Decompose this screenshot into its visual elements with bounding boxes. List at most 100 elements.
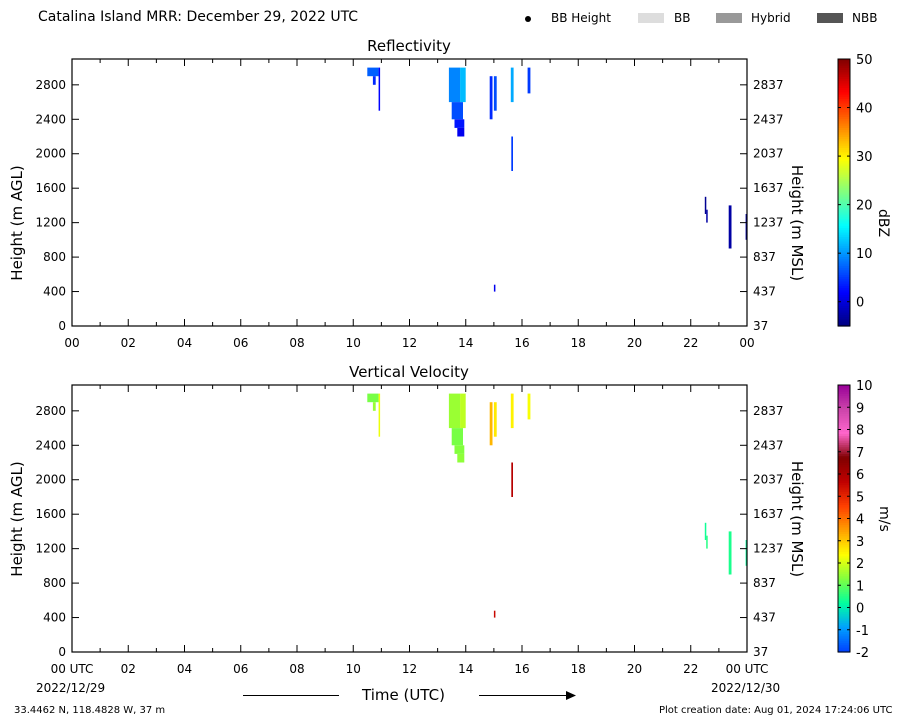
end-date: 2022/12/30 <box>711 681 781 695</box>
x-tick-label: 22 <box>683 662 698 676</box>
colorbar-segment <box>838 321 850 325</box>
colorbar-segment <box>838 179 850 182</box>
colorbar-segment <box>838 469 850 473</box>
colorbar-segment <box>838 105 850 109</box>
colorbar-segment <box>838 208 850 211</box>
vertical-velocity-chart: Vertical Velocity Height (m AGL) Height … <box>8 363 892 676</box>
colorbar-segment <box>838 494 850 497</box>
legend-label-bb-height: BB Height <box>551 11 611 25</box>
colorbar-segment <box>838 485 850 488</box>
colorbar-segment <box>838 607 850 611</box>
colorbar-segment <box>838 132 850 136</box>
y-tick-label: 2800 <box>35 404 66 418</box>
colorbar-tick-label: 7 <box>856 446 864 461</box>
colorbar-segment <box>838 134 850 138</box>
colorbar-segment <box>838 114 850 118</box>
colorbar-segment <box>838 482 850 486</box>
x-tick-label: 02 <box>121 662 136 676</box>
colorbar-segment <box>838 232 850 236</box>
location-text: 33.4462 N, 118.4828 W, 37 m <box>14 705 166 716</box>
x-tick-label: 04 <box>177 662 192 676</box>
colorbar-segment <box>838 478 850 482</box>
colorbar-segment <box>838 192 850 196</box>
colorbar-segment <box>838 223 850 227</box>
colorbar-segment <box>838 277 850 280</box>
colorbar-segment <box>838 65 850 69</box>
colorbar-segment <box>838 576 850 580</box>
colorbar-segment <box>838 640 850 644</box>
colorbar-segment <box>838 248 850 251</box>
colorbar-segment <box>838 312 850 316</box>
data-cell <box>372 76 376 85</box>
colorbar-segment <box>838 203 850 207</box>
colorbar-segment <box>838 507 850 511</box>
colorbar-segment <box>838 205 850 209</box>
y-tick-label-right: 2037 <box>753 147 784 161</box>
colorbar-segment <box>838 451 850 455</box>
colorbar-segment <box>838 294 850 298</box>
colorbar-segment <box>838 283 850 287</box>
y-tick-label-right: 2037 <box>753 473 784 487</box>
colorbar-segment <box>838 127 850 131</box>
x-tick-label: 18 <box>571 336 586 350</box>
colorbar-segment <box>838 436 850 440</box>
colorbar-segment <box>838 518 850 522</box>
y-tick-label-right: 37 <box>753 645 768 659</box>
colorbar-segment <box>838 385 850 388</box>
x-tick-label: 04 <box>177 336 192 350</box>
x-tick-label: 08 <box>289 336 304 350</box>
x-axis-label: Time (UTC) <box>362 686 445 704</box>
colorbar-segment <box>838 620 850 624</box>
colorbar-segment <box>838 634 850 638</box>
colorbar-segment <box>838 603 850 606</box>
colorbar-segment <box>838 447 850 451</box>
colorbar-segment <box>838 405 850 408</box>
colorbar-segment <box>838 214 850 218</box>
colorbar-tick-label: 1 <box>856 579 864 594</box>
colorbar-segment <box>838 391 850 395</box>
colorbar-tick-label: 30 <box>856 150 873 165</box>
colorbar-segment <box>838 285 850 289</box>
colorbar-segment <box>838 413 850 417</box>
colorbar-segment <box>838 243 850 247</box>
colorbar-segment <box>838 228 850 231</box>
legend-swatch-hybrid <box>716 13 742 23</box>
data-cell <box>511 462 513 497</box>
colorbar-segment <box>838 110 850 114</box>
colorbar-tick-label: 50 <box>856 53 873 68</box>
data-cell <box>457 453 465 463</box>
colorbar-segment <box>838 323 850 327</box>
y-tick-label-right: 2437 <box>753 438 784 452</box>
colorbar-segment <box>838 130 850 134</box>
x-tick-label: 16 <box>514 662 529 676</box>
x-tick-label: 00 UTC <box>51 662 94 676</box>
x-tick-label: 10 <box>346 662 361 676</box>
creation-date-text: Plot creation date: Aug 01, 2024 17:24:0… <box>659 705 893 716</box>
right-arrow-head-icon <box>566 691 576 700</box>
colorbar-segment <box>838 165 850 169</box>
colorbar-segment <box>838 265 850 269</box>
colorbar-segment <box>838 85 850 89</box>
colorbar-segment <box>838 176 850 180</box>
colorbar-tick-label: 8 <box>856 424 864 439</box>
colorbar-segment <box>838 123 850 127</box>
x-tick-label: 20 <box>627 336 642 350</box>
colorbar-segment <box>838 600 850 604</box>
chart-title: Reflectivity <box>367 37 451 55</box>
page-title: Catalina Island MRR: December 29, 2022 U… <box>38 9 359 25</box>
colorbar-tick-label: 40 <box>856 102 873 117</box>
colorbar-segment <box>838 181 850 185</box>
colorbar-segment <box>838 148 850 151</box>
colorbar-segment <box>838 393 850 397</box>
colorbar-segment <box>838 270 850 274</box>
colorbar-segment <box>838 96 850 100</box>
data-cell <box>527 67 531 94</box>
colorbar-segment <box>838 511 850 515</box>
colorbar-segment <box>838 529 850 533</box>
colorbar-segment <box>838 629 850 633</box>
colorbar-segment <box>838 574 850 577</box>
colorbar-tick-label: 9 <box>856 401 864 416</box>
colorbar-segment <box>838 319 850 323</box>
data-cell <box>704 196 707 214</box>
colorbar-segment <box>838 522 850 526</box>
